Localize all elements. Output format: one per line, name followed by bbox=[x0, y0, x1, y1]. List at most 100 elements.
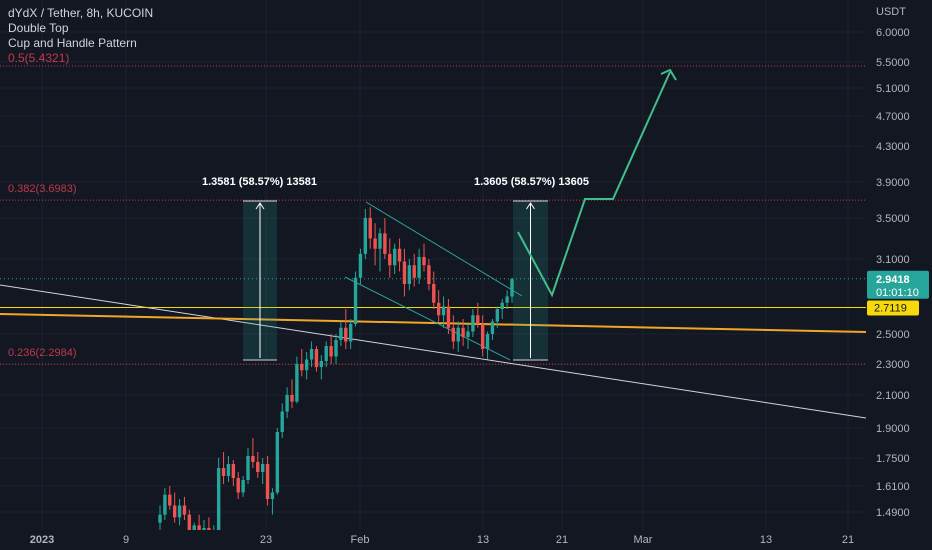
candle-body bbox=[241, 480, 245, 493]
candle-body bbox=[363, 218, 368, 254]
candle-body bbox=[172, 505, 177, 518]
candle-body bbox=[348, 324, 353, 342]
chart-legend: dYdX / Tether, 8h, KUCOIN Double Top Cup… bbox=[8, 6, 153, 66]
candle-body bbox=[304, 359, 309, 371]
candle-body bbox=[432, 284, 436, 303]
indicator-double-top[interactable]: Double Top bbox=[8, 21, 69, 35]
chart-grid bbox=[0, 0, 866, 530]
candle-body bbox=[319, 361, 324, 368]
candle-body bbox=[368, 218, 372, 239]
candle-body bbox=[309, 349, 314, 360]
candle-body bbox=[290, 395, 294, 402]
candle-body bbox=[417, 256, 421, 278]
fib-levels: 0.382(3.6983) 0.236(2.2984) bbox=[0, 65, 866, 365]
measure-arrow-head bbox=[255, 202, 265, 210]
time-axis[interactable]: 2023 9 23 Feb 13 21 Mar 13 21 bbox=[0, 530, 932, 550]
time-tick-label: Mar bbox=[634, 534, 653, 546]
candle-body bbox=[246, 456, 250, 480]
channel-lower-line bbox=[344, 276, 511, 361]
candle-body bbox=[192, 525, 196, 531]
candle-body bbox=[226, 464, 231, 476]
candle-body bbox=[456, 327, 460, 342]
time-tick-label: 9 bbox=[123, 534, 129, 546]
candle-body bbox=[285, 395, 289, 412]
price-tick-label: 2.5000 bbox=[876, 329, 910, 341]
last-price-value: 2.9418 bbox=[876, 274, 910, 286]
time-tick-label: 21 bbox=[842, 534, 854, 546]
price-tick-label: 3.1000 bbox=[876, 254, 910, 266]
indicator-cup-handle[interactable]: Cup and Handle Pattern bbox=[8, 36, 137, 50]
price-tick-label: 1.4900 bbox=[876, 507, 910, 519]
symbol-title[interactable]: dYdX / Tether, 8h, KUCOIN bbox=[8, 6, 154, 20]
candle-body bbox=[236, 478, 240, 493]
price-tick-label: 3.5000 bbox=[876, 213, 910, 225]
candle-body bbox=[451, 327, 456, 342]
candle-body bbox=[378, 233, 382, 249]
price-tick-label: 5.5000 bbox=[876, 57, 910, 69]
price-tick-label: 1.6100 bbox=[876, 481, 910, 493]
price-axis[interactable]: USDT 6.0000 5.5000 5.1000 4.7000 4.3000 3.9000… bbox=[866, 0, 932, 550]
projection-path bbox=[517, 71, 671, 298]
candle-body bbox=[344, 327, 348, 342]
level-price-value: 2.7119 bbox=[874, 303, 907, 315]
candle-body bbox=[256, 462, 260, 472]
candle-body bbox=[446, 306, 451, 328]
candle-body bbox=[216, 468, 221, 531]
measure-label: 1.3581 (58.57%) 13581 bbox=[202, 176, 317, 188]
candle-body bbox=[505, 296, 509, 303]
time-tick-label: 23 bbox=[260, 534, 272, 546]
price-tick-label: 4.3000 bbox=[876, 141, 910, 153]
price-tick-label: 1.7500 bbox=[876, 453, 910, 465]
candle-body bbox=[485, 334, 490, 349]
candle-body bbox=[466, 331, 470, 337]
orange-level-line bbox=[0, 313, 867, 333]
candle-body bbox=[490, 321, 495, 334]
bar-countdown: 01:01:10 bbox=[876, 287, 919, 299]
candle-body bbox=[182, 505, 187, 515]
candle-body bbox=[388, 253, 392, 266]
drawings: 1.3581 (58.57%) 13581 1.3605 (58.57%) 136… bbox=[0, 68, 867, 419]
candle-body bbox=[358, 253, 363, 278]
candle-body bbox=[231, 464, 236, 478]
candle-body bbox=[295, 364, 299, 402]
candle-body bbox=[407, 265, 412, 284]
time-tick-label: Feb bbox=[351, 534, 370, 546]
candle-body bbox=[402, 261, 407, 284]
price-tick-label: 6.0000 bbox=[876, 27, 910, 39]
candle-body bbox=[441, 306, 446, 316]
candle-body bbox=[392, 248, 397, 266]
candle-body bbox=[275, 432, 280, 493]
candle-body bbox=[427, 265, 431, 284]
candle-body bbox=[422, 256, 426, 266]
candle-body bbox=[197, 525, 201, 534]
level-price-badge bbox=[867, 300, 919, 316]
fib-label: 0.236(2.2984) bbox=[8, 347, 77, 359]
time-tick-label: 13 bbox=[760, 534, 772, 546]
fib-top-label: 0.5(5.4321) bbox=[8, 51, 70, 65]
candle-body bbox=[314, 349, 319, 368]
price-tick-label: 3.9000 bbox=[876, 177, 910, 189]
candle-body bbox=[251, 456, 255, 462]
candle-body bbox=[168, 494, 172, 506]
candle-body bbox=[187, 514, 192, 531]
price-tick-label: 1.9000 bbox=[876, 423, 910, 435]
support-trendline bbox=[0, 284, 867, 419]
channel-upper-line bbox=[365, 201, 523, 297]
measure-arrow-head bbox=[526, 202, 535, 210]
time-tick-label: 13 bbox=[477, 534, 489, 546]
candle-body bbox=[383, 233, 387, 254]
price-tick-label: 4.7000 bbox=[876, 111, 910, 123]
candle-body bbox=[158, 514, 162, 523]
candle-body bbox=[436, 302, 441, 316]
fib-label: 0.382(3.6983) bbox=[8, 183, 77, 195]
candle-body bbox=[334, 340, 338, 357]
candle-body bbox=[480, 324, 485, 349]
candle-body bbox=[265, 464, 270, 499]
candle-body bbox=[373, 238, 377, 249]
candle-body bbox=[280, 411, 284, 432]
candle-body bbox=[163, 494, 167, 515]
price-tick-label: 2.3000 bbox=[876, 359, 910, 371]
currency-label: USDT bbox=[876, 6, 906, 18]
candle-body bbox=[353, 277, 358, 324]
